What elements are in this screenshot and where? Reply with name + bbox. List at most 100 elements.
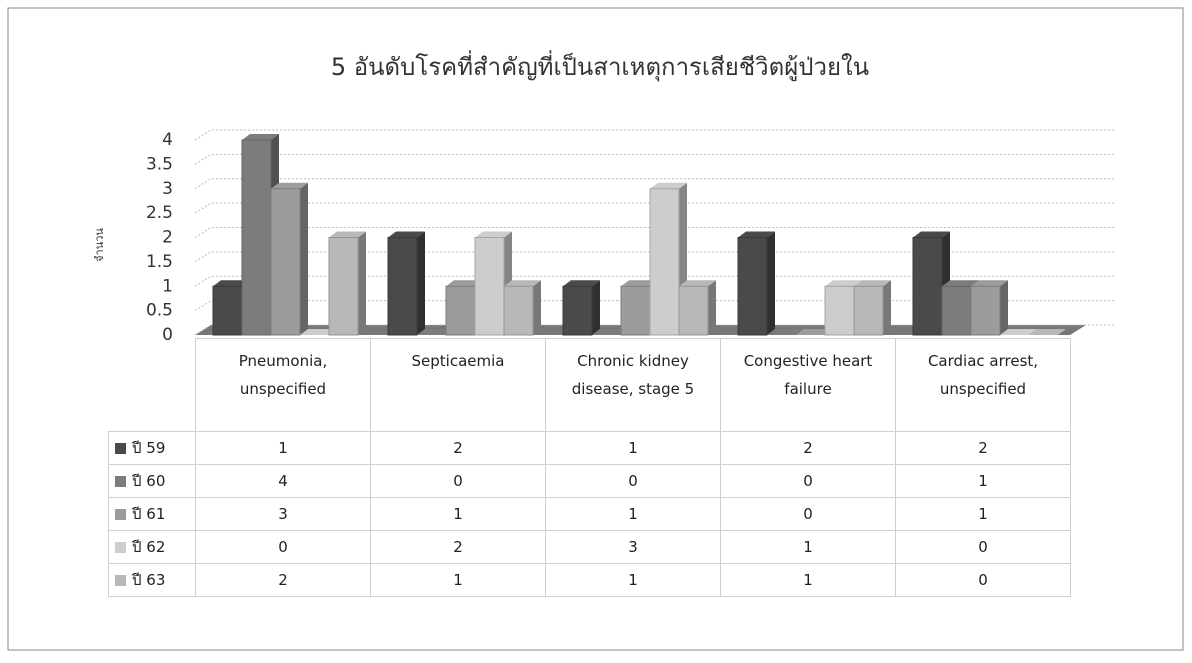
bar: [912, 237, 943, 336]
value-cell: 3: [545, 530, 721, 564]
value-cell: 0: [545, 464, 721, 498]
bar-top: [213, 280, 250, 287]
y-tick-label: 3: [162, 179, 173, 199]
bar: [270, 188, 301, 336]
category-cell: Congestive heart failure: [720, 338, 896, 432]
y-tick-label: 2.5: [146, 203, 173, 223]
bar: [241, 139, 272, 336]
bar-top: [738, 231, 775, 238]
value-cell: 2: [370, 431, 546, 465]
bar-side: [1000, 280, 1008, 335]
bar-side: [300, 182, 308, 335]
category-cell: Cardiac arrest, unspecified: [895, 338, 1071, 432]
legend-label: ปี 63: [132, 571, 166, 589]
bar: [445, 285, 476, 336]
value-cell: 0: [720, 497, 896, 531]
value-cell: 4: [195, 464, 371, 498]
legend-label: ปี 59: [132, 439, 166, 457]
bar-top: [271, 182, 308, 189]
legend-cell: ปี 62: [108, 530, 196, 564]
value-cell: 3: [195, 497, 371, 531]
bar: [212, 285, 243, 336]
bar-top: [825, 280, 862, 287]
bar-side: [533, 280, 541, 335]
legend-cell: ปี 63: [108, 563, 196, 597]
value-cell: 2: [370, 530, 546, 564]
bar-top: [621, 280, 658, 287]
value-cell: 0: [720, 464, 896, 498]
value-cell: 1: [720, 530, 896, 564]
legend-swatch: [115, 509, 126, 520]
bar-side: [417, 231, 425, 335]
value-cell: 1: [195, 431, 371, 465]
value-cell: 1: [895, 464, 1071, 498]
bar-top: [446, 280, 483, 287]
legend-label: ปี 61: [132, 505, 166, 523]
bar-top: [563, 280, 600, 287]
value-cell: 1: [545, 431, 721, 465]
bar-top: [1000, 329, 1037, 335]
bar: [474, 237, 505, 336]
bar-top: [504, 280, 541, 287]
value-cell: 2: [895, 431, 1071, 465]
series-row: ปี 61 3 1 1 0 1: [108, 497, 1071, 531]
value-cell: 1: [370, 497, 546, 531]
bar-top: [942, 280, 979, 287]
bar-top: [1029, 329, 1066, 335]
chart-title: 5 อันดับโรคที่สำคัญที่เป็นสาเหตุการเสียช…: [331, 50, 869, 82]
bar-side: [767, 231, 775, 335]
bar: [387, 237, 418, 336]
chart-border: [7, 7, 1184, 651]
value-cell: 1: [720, 563, 896, 597]
bar-side: [883, 280, 891, 335]
bar-top: [475, 231, 512, 238]
legend-cell: ปี 59: [108, 431, 196, 465]
legend-label: ปี 62: [132, 538, 166, 556]
bar: [853, 285, 884, 336]
bar-side: [592, 280, 600, 335]
y-tick-label: 1.5: [146, 252, 173, 272]
bar-top: [300, 329, 337, 335]
series-row: ปี 59 1 2 1 2 2: [108, 431, 1071, 465]
bar: [941, 285, 972, 336]
value-cell: 2: [720, 431, 896, 465]
value-cell: 1: [545, 497, 721, 531]
y-tick-label: 0.5: [146, 301, 173, 321]
value-cell: 0: [895, 530, 1071, 564]
bar-top: [796, 329, 833, 335]
legend-cell: ปี 61: [108, 497, 196, 531]
grid-line: [194, 129, 1116, 141]
y-tick-label: 3.5: [146, 154, 173, 174]
legend-swatch: [115, 443, 126, 454]
bar-top: [679, 280, 716, 287]
bar-top: [242, 134, 279, 140]
grid-line: [194, 153, 1116, 165]
bar: [562, 285, 593, 336]
bar: [970, 285, 1001, 336]
y-tick-label: 2: [162, 228, 173, 248]
bar: [503, 285, 534, 336]
series-row: ปี 62 0 2 3 1 0: [108, 530, 1071, 564]
bar-top: [854, 280, 891, 287]
value-cell: 1: [370, 563, 546, 597]
value-cell: 0: [895, 563, 1071, 597]
bar-top: [329, 231, 366, 238]
y-tick-label: 1: [162, 276, 173, 296]
y-tick-label: 0: [162, 325, 173, 345]
bar-top: [650, 182, 687, 189]
bar-top: [592, 329, 629, 335]
bar: [824, 285, 855, 336]
legend-cell: ปี 60: [108, 464, 196, 498]
bar-top: [417, 329, 454, 335]
bar: [328, 237, 359, 336]
category-cell: Septicaemia: [370, 338, 546, 432]
data-table: Pneumonia, unspecified Septicaemia Chronic…: [108, 338, 1071, 597]
category-cell: Pneumonia, unspecified: [195, 338, 371, 432]
legend-swatch: [115, 542, 126, 553]
y-axis-label: จำนวน: [93, 228, 106, 262]
bar-top: [913, 231, 950, 238]
value-cell: 1: [545, 563, 721, 597]
value-cell: 0: [370, 464, 546, 498]
bar: [737, 237, 768, 336]
